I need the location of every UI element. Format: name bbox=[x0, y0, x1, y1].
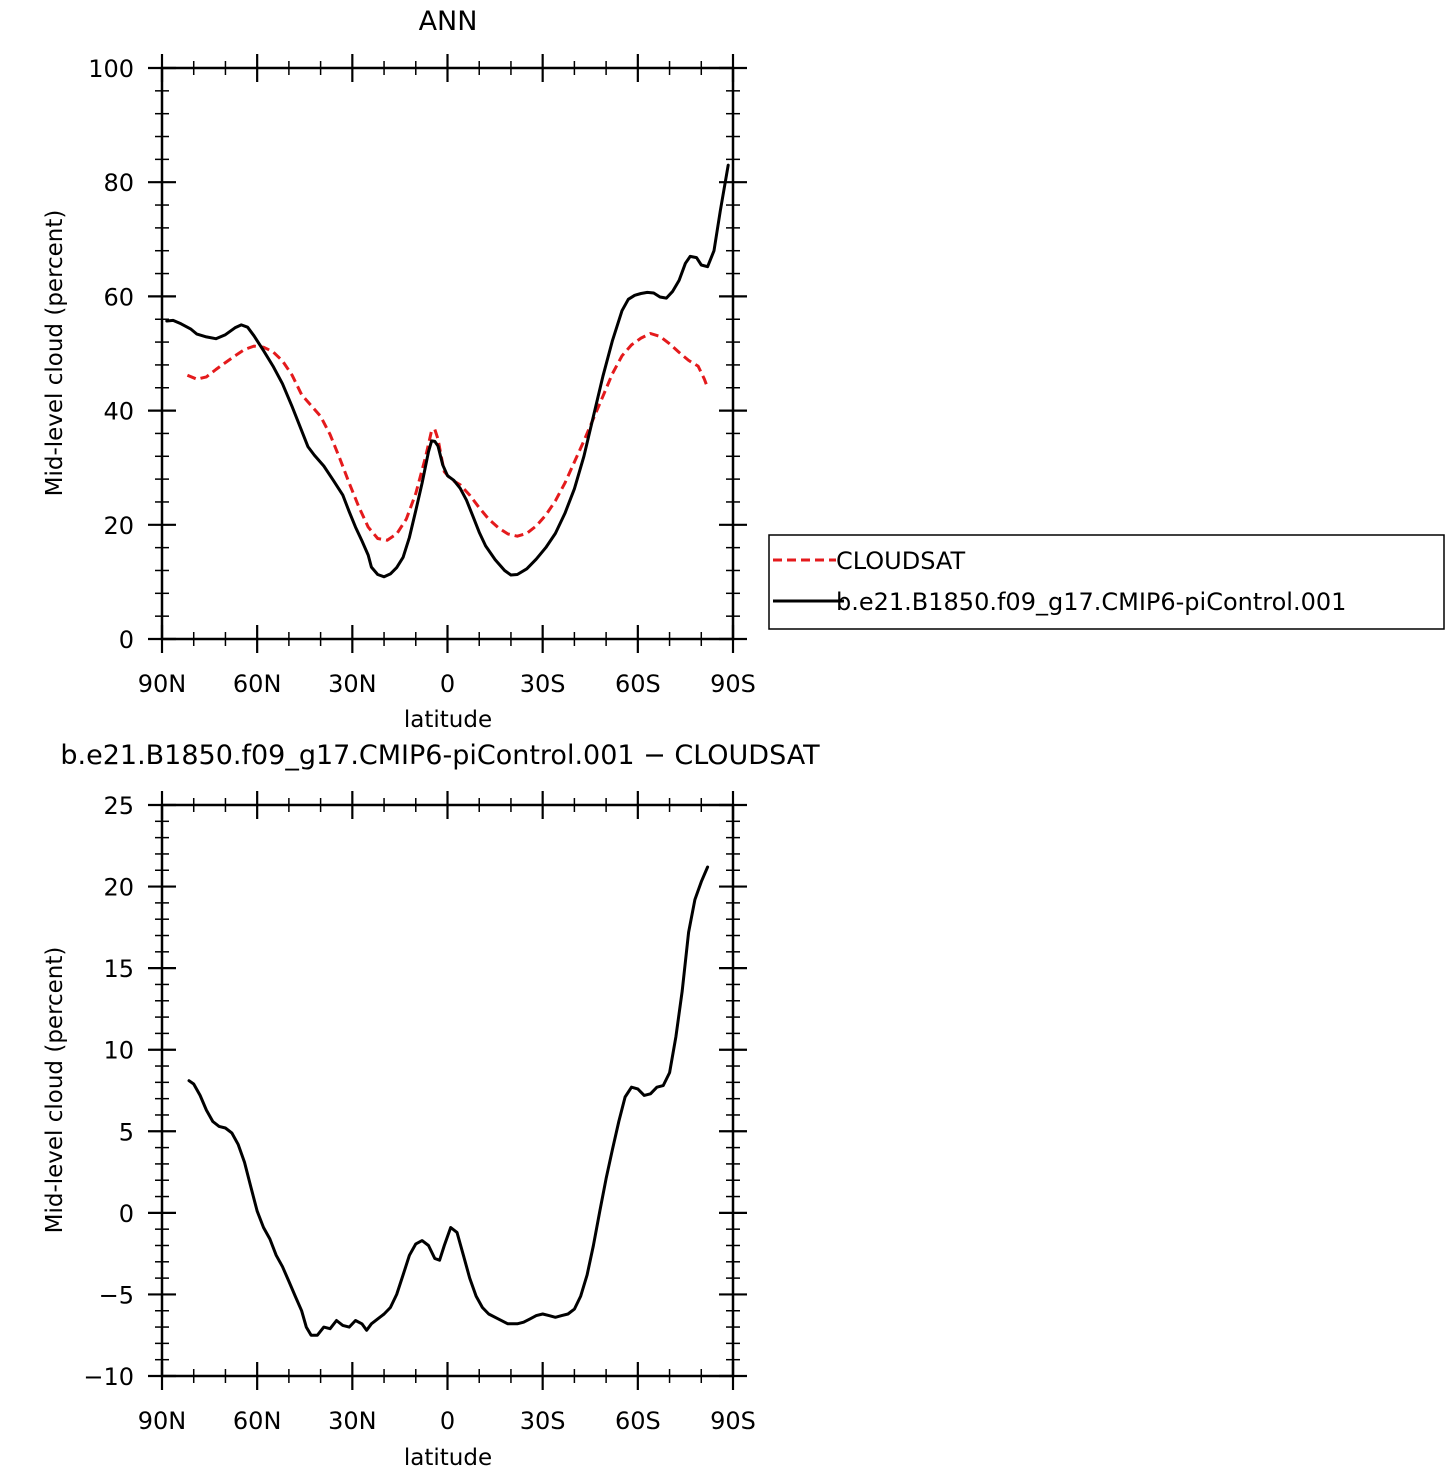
top-ytick-label: 80 bbox=[103, 169, 134, 197]
bottom-chart-title: b.e21.B1850.f09_g17.CMIP6-piControl.001 … bbox=[60, 740, 820, 771]
bottom-series-group bbox=[187, 865, 710, 1337]
top-xtick-label: 60N bbox=[233, 670, 282, 698]
top-x-tick-labels: 90N 60N 30N 0 30S 60S 90S bbox=[138, 670, 756, 698]
bottom-ytick-label: −5 bbox=[99, 1281, 134, 1309]
bottom-xtick-label: 0 bbox=[440, 1407, 455, 1435]
bottom-x-tick-labels: 90N 60N 30N 0 30S 60S 90S bbox=[138, 1407, 756, 1435]
bottom-plot-frame bbox=[160, 803, 735, 1378]
bottom-xtick-label: 90N bbox=[138, 1407, 187, 1435]
bottom-xtick-label: 60N bbox=[233, 1407, 282, 1435]
bottom-chart: b.e21.B1850.f09_g17.CMIP6-piControl.001 … bbox=[42, 740, 820, 1471]
bottom-ytick-label: 5 bbox=[119, 1118, 134, 1146]
bottom-x-axis-label: latitude bbox=[404, 1445, 492, 1471]
top-ytick-label: 20 bbox=[103, 512, 134, 540]
bottom-ytick-label: 15 bbox=[103, 955, 134, 983]
top-xtick-label: 90N bbox=[138, 670, 187, 698]
bottom-series-line-difference bbox=[187, 865, 710, 1337]
top-xtick-label: 30S bbox=[520, 670, 566, 698]
legend-label-cloudsat: CLOUDSAT bbox=[836, 547, 965, 575]
legend-box bbox=[768, 534, 1445, 630]
bottom-xtick-label: 30S bbox=[520, 1407, 566, 1435]
bottom-xtick-label: 90S bbox=[710, 1407, 756, 1435]
bottom-ytick-label: 0 bbox=[119, 1200, 134, 1228]
top-ytick-label: 0 bbox=[119, 626, 134, 654]
top-series-line-model bbox=[165, 163, 730, 579]
legend: CLOUDSAT b.e21.B1850.f09_g17.CMIP6-piCon… bbox=[768, 534, 1445, 630]
top-ytick-label: 40 bbox=[103, 398, 134, 426]
top-xtick-label: 90S bbox=[710, 670, 756, 698]
top-plot-frame bbox=[160, 66, 735, 641]
top-xtick-label: 60S bbox=[615, 670, 661, 698]
bottom-xtick-label: 30N bbox=[328, 1407, 377, 1435]
bottom-ytick-label: 25 bbox=[103, 792, 134, 820]
top-y-tick-labels: 0 20 40 60 80 100 bbox=[88, 55, 134, 654]
bottom-ytick-label: 20 bbox=[103, 874, 134, 902]
bottom-xtick-label: 60S bbox=[615, 1407, 661, 1435]
bottom-ytick-label: −10 bbox=[83, 1363, 134, 1391]
top-series-group bbox=[165, 163, 730, 579]
top-chart: ANN 0 20 40 60 80 100 90N 60N 30N 0 30S 60S 90S lat… bbox=[42, 6, 756, 733]
top-xtick-label: 0 bbox=[440, 670, 455, 698]
legend-label-model: b.e21.B1850.f09_g17.CMIP6-piControl.001 bbox=[836, 588, 1346, 616]
top-xtick-label: 30N bbox=[328, 670, 377, 698]
bottom-y-axis-label: Mid-level cloud (percent) bbox=[42, 947, 68, 1234]
bottom-ytick-label: 10 bbox=[103, 1037, 134, 1065]
top-x-axis-label: latitude bbox=[404, 707, 492, 733]
top-chart-title: ANN bbox=[419, 6, 478, 37]
top-ytick-label: 60 bbox=[103, 283, 134, 311]
top-ytick-label: 100 bbox=[88, 55, 134, 83]
bottom-y-tick-labels: −10 −5 0 5 10 15 20 25 bbox=[83, 792, 134, 1391]
top-y-axis-label: Mid-level cloud (percent) bbox=[42, 210, 68, 497]
